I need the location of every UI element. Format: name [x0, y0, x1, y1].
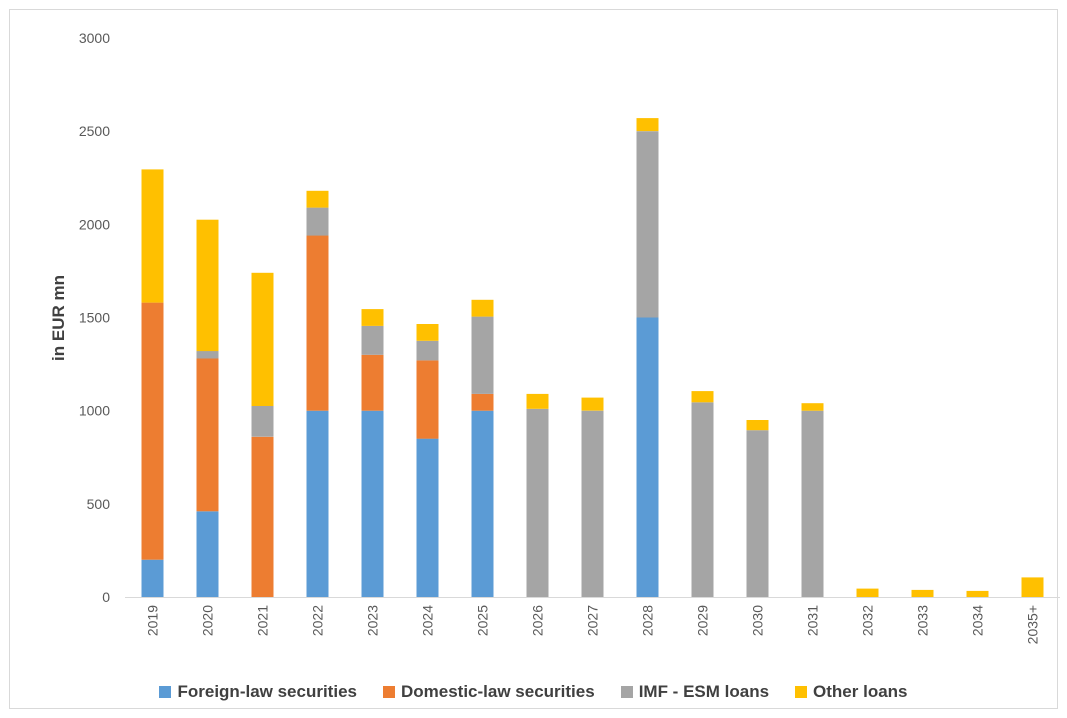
bar-segment: [251, 272, 274, 406]
x-tick-label: 2030: [750, 605, 766, 636]
legend-label: Domestic-law securities: [400, 682, 595, 701]
bar-segment: [1021, 577, 1044, 597]
legend-item: Other loans: [795, 682, 908, 702]
bar-segment: [306, 207, 329, 236]
bar-segment: [196, 511, 219, 597]
legend-item: IMF - ESM loans: [620, 682, 770, 702]
bar-segment: [306, 235, 329, 411]
legend-item: Foreign-law securities: [159, 682, 357, 702]
x-tick-label: 2026: [530, 605, 546, 636]
x-tick-label: 2034: [970, 605, 986, 636]
bar-segment: [361, 354, 384, 411]
bar-segment: [801, 410, 824, 597]
bar-segment: [526, 393, 549, 409]
bar-segment: [691, 402, 714, 597]
x-tick-label: 2031: [805, 605, 821, 636]
legend-swatch: [620, 686, 633, 698]
bar-segment: [416, 360, 439, 439]
bar-segment: [801, 403, 824, 411]
y-tick-label: 1000: [79, 403, 110, 419]
y-tick-label: 500: [87, 496, 111, 512]
x-tick-label: 2023: [365, 605, 381, 636]
bar-segment: [526, 408, 549, 597]
bar-segment: [251, 406, 274, 437]
y-axis-title: in EUR mn: [49, 275, 68, 361]
bar-segment: [471, 299, 494, 317]
bar-segment: [196, 351, 219, 359]
x-tick-label: 2035+: [1025, 605, 1041, 644]
legend-label: IMF - ESM loans: [638, 682, 770, 701]
bar-segment: [581, 410, 604, 597]
y-tick-label: 2500: [79, 123, 110, 139]
bar-segment: [416, 438, 439, 597]
bar-segment: [361, 325, 384, 355]
x-tick-label: 2033: [915, 605, 931, 636]
bar-segment: [581, 397, 604, 411]
x-tick-label: 2021: [255, 605, 271, 636]
x-tick-label: 2020: [200, 605, 216, 636]
bar-segment: [636, 131, 659, 318]
y-tick-label: 1500: [79, 310, 110, 326]
x-tick-label: 2027: [585, 605, 601, 636]
legend: Foreign-law securities Domestic-law secur…: [0, 680, 1067, 704]
bar-segment: [471, 410, 494, 597]
bar-segment: [196, 219, 219, 352]
bar-segment: [416, 340, 439, 361]
bar-segment: [471, 393, 494, 411]
bar-segment: [911, 589, 934, 597]
legend-swatch: [382, 686, 395, 698]
bar-segment: [141, 559, 164, 597]
bar-segment: [251, 436, 274, 597]
bar-segment: [856, 588, 879, 597]
bar-segment: [746, 430, 769, 597]
x-axis: 2019 2020 2021 2022 2023 2024 2025 2026 2027 2028…: [145, 605, 1041, 645]
bar-segment: [691, 391, 714, 403]
bar-segment: [361, 309, 384, 326]
y-tick-label: 0: [102, 589, 110, 605]
bar-segment: [636, 317, 659, 597]
x-tick-label: 2025: [475, 605, 491, 636]
bar-segment: [636, 118, 659, 132]
bar-segment: [966, 590, 989, 597]
legend-label: Other loans: [813, 682, 908, 701]
bar-segment: [746, 420, 769, 431]
x-tick-label: 2029: [695, 605, 711, 636]
y-tick-label: 3000: [79, 30, 110, 46]
legend-item: Domestic-law securities: [382, 682, 595, 702]
bar-segment: [141, 169, 164, 303]
bar-segment: [306, 410, 329, 597]
bar-segment: [306, 190, 329, 208]
bars: [141, 118, 1044, 597]
x-tick-label: 2032: [860, 605, 876, 636]
legend-label: Foreign-law securities: [177, 682, 357, 701]
x-tick-label: 2024: [420, 605, 436, 636]
bar-segment: [141, 302, 164, 560]
x-tick-label: 2022: [310, 605, 326, 636]
y-axis: 0 500 1000 1500 2000 2500 3000: [79, 30, 110, 605]
x-tick-label: 2019: [145, 605, 161, 636]
x-tick-label: 2028: [640, 605, 656, 636]
bar-segment: [416, 324, 439, 341]
bar-segment: [361, 410, 384, 597]
y-tick-label: 2000: [79, 216, 110, 232]
legend-swatch: [159, 686, 172, 698]
legend-swatch: [795, 686, 808, 698]
bar-segment: [196, 358, 219, 512]
chart-frame: [9, 9, 1058, 709]
bar-segment: [471, 316, 494, 394]
